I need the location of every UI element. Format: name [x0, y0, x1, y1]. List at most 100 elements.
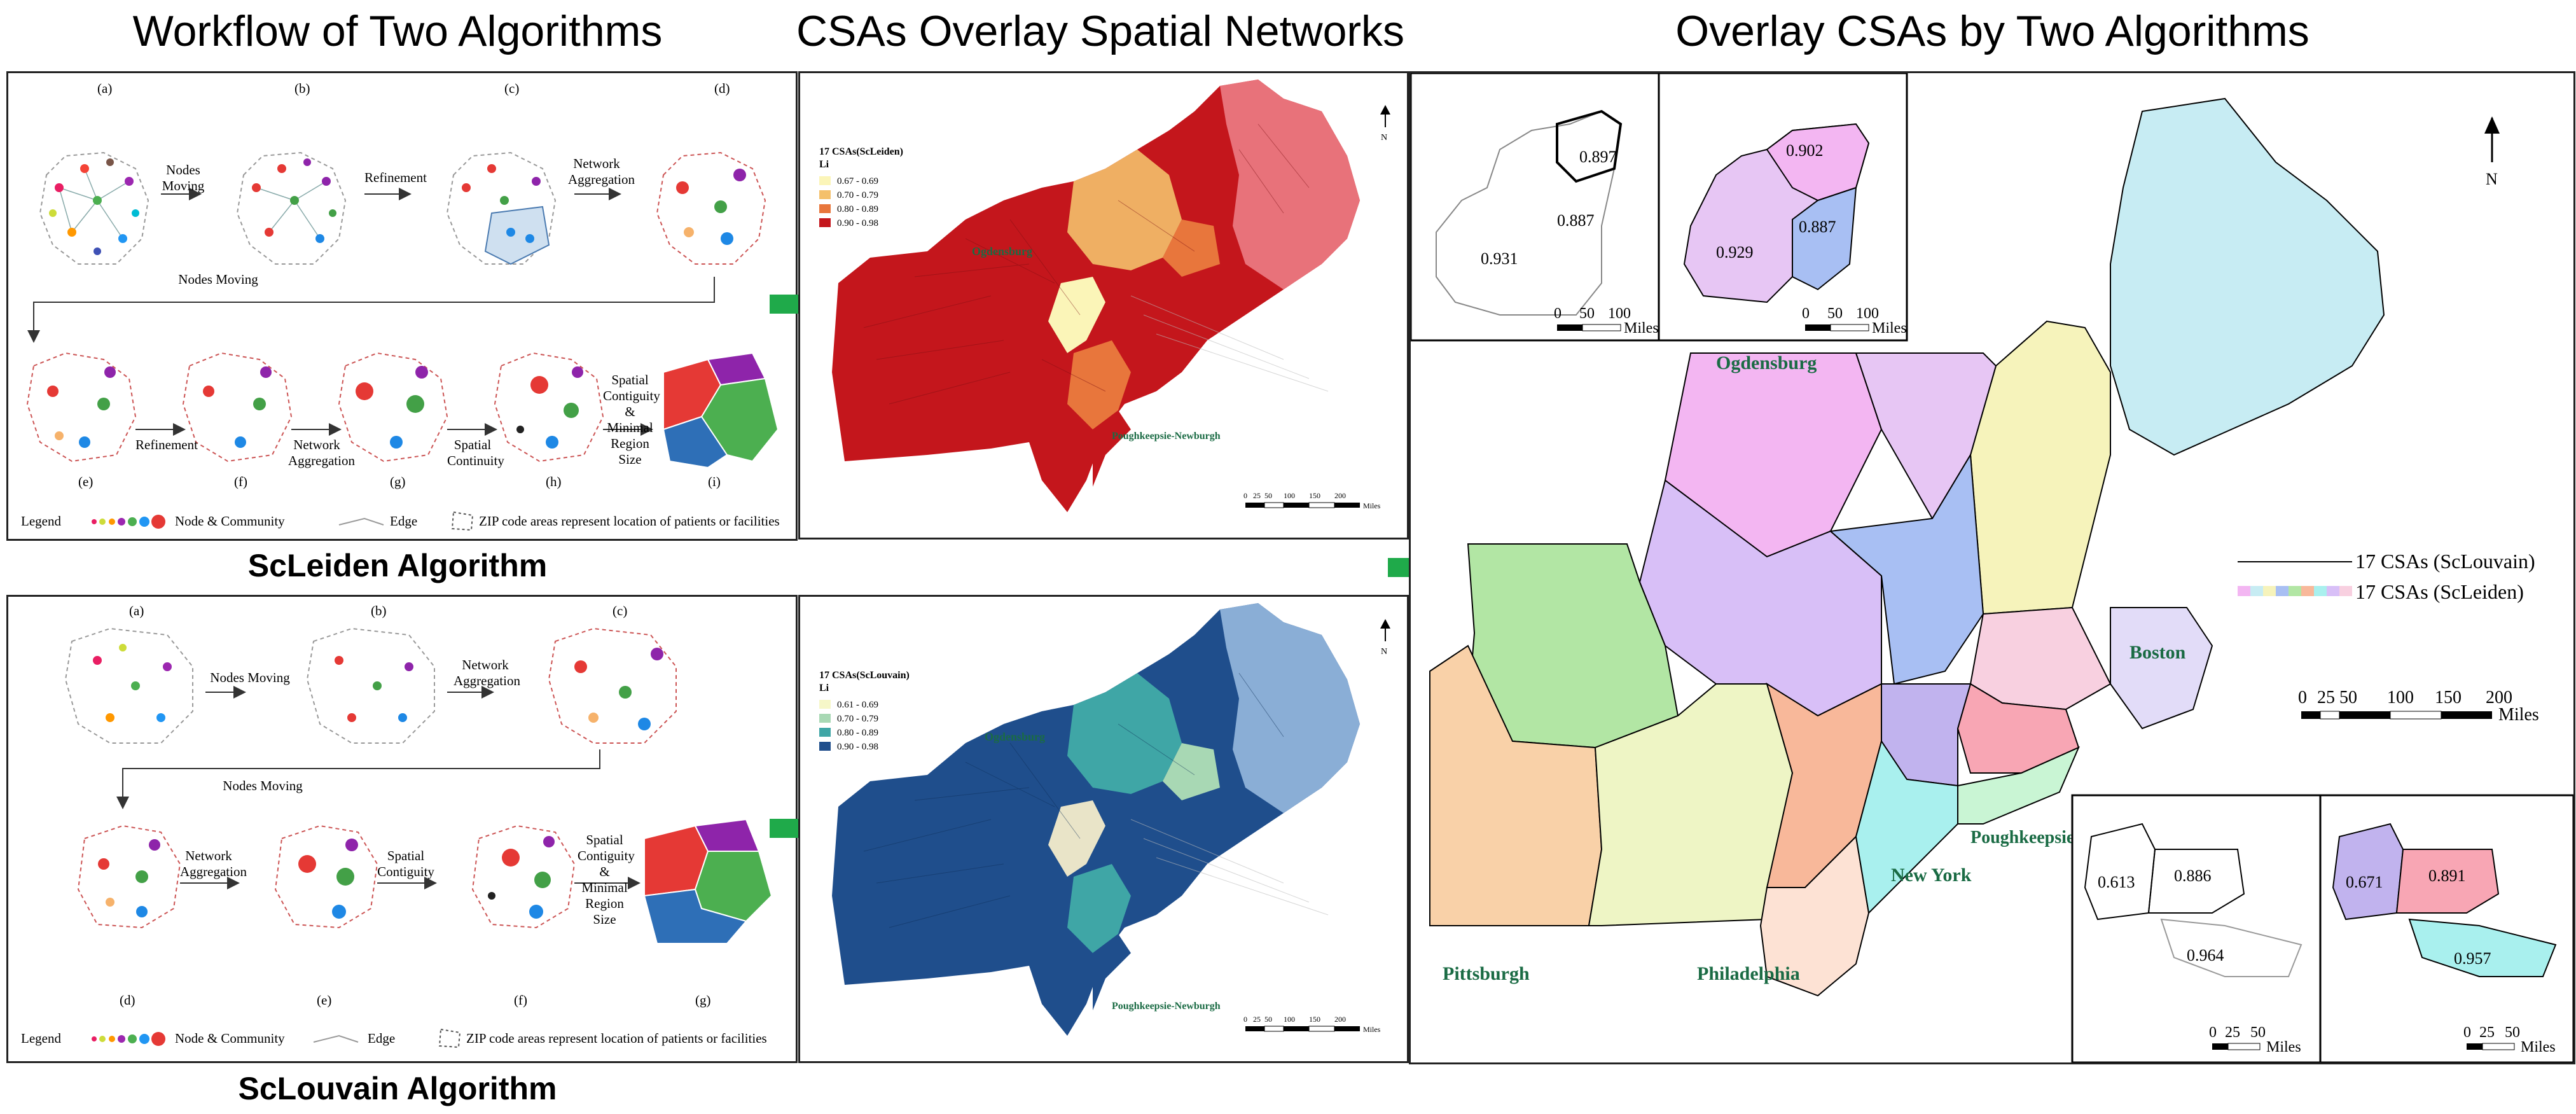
overlay-city-ogdensburg: Ogdensburg — [1716, 352, 1817, 373]
b-panel-label-a: (a) — [129, 603, 144, 618]
panel-label-f: (f) — [234, 474, 247, 489]
inset-br-left-scale-unit: Miles — [2266, 1039, 2301, 1055]
graph-b-b — [306, 627, 435, 744]
graph-c — [446, 151, 557, 265]
inset-tl-left-scale — [1557, 324, 1621, 331]
b-panel-label-e: (e) — [317, 992, 332, 1008]
inset-tl-right-scale-100: 100 — [1856, 305, 1879, 322]
leiden-scale-bar — [1245, 502, 1360, 508]
panel-label-e: (e) — [78, 474, 93, 489]
overlay-scale-unit: Miles — [2498, 705, 2539, 725]
inset-tl-right-scale — [1805, 324, 1869, 331]
leiden-class-3: 0.80 - 0.89 — [837, 204, 878, 214]
louvain-scale-100: 100 — [1284, 1015, 1295, 1024]
workflow-panel-sclouvain: (a) (b) (c) (d) (e) (f) (g) Nodes Moving… — [6, 595, 798, 1063]
louvain-scale-200: 200 — [1334, 1015, 1346, 1024]
inset-br-right-v1: 0.671 — [2346, 873, 2383, 891]
inset-tl-right-scale-0: 0 — [1802, 305, 1810, 322]
inset-tl-left-scale-50: 50 — [1579, 305, 1595, 322]
leiden-scale-25: 25 — [1253, 491, 1261, 500]
b-panel-label-b: (b) — [371, 603, 387, 618]
louvain-scale-150: 150 — [1309, 1015, 1320, 1024]
panel-label-a: (a) — [97, 81, 113, 96]
overlay-legend-fill-label: 17 CSAs (ScLeiden) — [2355, 580, 2524, 603]
step-nodes-moving-2: Nodes Moving — [178, 272, 258, 287]
louvain-class-2-swatch — [819, 714, 831, 723]
louvain-class-4: 0.90 - 0.98 — [837, 742, 878, 752]
graph-b-g-regions — [643, 818, 773, 944]
leiden-class-2: 0.70 - 0.79 — [837, 190, 878, 200]
legend-edge: Edge — [390, 513, 418, 529]
graph-d — [656, 151, 766, 265]
inset-tl-right — [1658, 73, 1908, 342]
b-step-nodes-moving-2: Nodes Moving — [223, 778, 303, 793]
workflow-title: Workflow of Two Algorithms — [132, 7, 663, 55]
inset-tl-right-scale-50: 50 — [1827, 305, 1843, 322]
overlay-legend-fill — [2238, 586, 2352, 596]
louvain-legend-sub: Li — [819, 683, 829, 693]
workflow-diagram-sclouvain — [64, 627, 773, 1048]
louvain-class-3: 0.80 - 0.89 — [837, 728, 878, 738]
inset-br-right-v3: 0.957 — [2454, 949, 2491, 968]
leiden-legend-sub: Li — [819, 159, 829, 170]
inset-br-left-v1: 0.613 — [2098, 873, 2135, 891]
inset-br-right-scale-25: 25 — [2479, 1024, 2495, 1041]
leiden-north-arrow-icon — [1380, 105, 1390, 127]
louvain-class-4-swatch — [819, 742, 831, 751]
legend-label: Legend — [21, 513, 61, 529]
overlay-scale-200: 200 — [2486, 688, 2512, 707]
overlay-scale-25: 25 — [2317, 688, 2335, 707]
b-step-spatial-contiguity-2: Spatial Contiguity & Minimal Region Size — [578, 832, 635, 927]
overlay-city-pittsburgh: Pittsburgh — [1443, 963, 1530, 984]
inset-tl-right-v3: 0.929 — [1716, 243, 1754, 261]
overlay-scale-0: 0 — [2298, 688, 2307, 707]
b-legend-edge: Edge — [368, 1031, 396, 1046]
inset-tl-right-scale-unit: Miles — [1872, 320, 1907, 337]
map-panel-scleiden: 17 CSAs(ScLeiden) Li 0.67 - 0.69 0.70 - … — [798, 71, 1409, 540]
inset-br-left-scale-50: 50 — [2250, 1024, 2266, 1041]
panel-label-i: (i) — [708, 474, 721, 489]
leiden-scale-200: 200 — [1334, 491, 1346, 500]
overlay-scale-150: 150 — [2435, 688, 2462, 707]
leiden-class-4-swatch — [819, 218, 831, 227]
inset-br-left — [2071, 794, 2322, 1062]
overlay-city-new-york: New York — [1891, 865, 1972, 886]
leiden-legend-swatches — [819, 176, 831, 227]
b-step-nodes-moving-1: Nodes Moving — [210, 670, 290, 685]
inset-br-left-v2: 0.886 — [2174, 867, 2212, 885]
legend-dots-2 — [92, 1032, 165, 1046]
leiden-scale-100: 100 — [1284, 491, 1295, 500]
workflow-panel-scleiden: (a) (b) (c) (d) (e) (f) (g) (h) (i) Node… — [6, 71, 798, 541]
leiden-scale-unit: Miles — [1363, 501, 1381, 510]
overlay-north-arrow-icon — [2484, 116, 2500, 162]
b-legend-label: Legend — [21, 1031, 61, 1046]
graph-h — [494, 352, 604, 463]
legend-zip: ZIP code areas represent location of pat… — [479, 513, 780, 529]
b-legend-zip: ZIP code areas represent location of pat… — [466, 1031, 767, 1046]
overlay-north-label: N — [2486, 170, 2498, 188]
inset-tl-left — [1411, 73, 1660, 342]
graph-b-f — [471, 825, 576, 929]
inset-tl-right-v2: 0.887 — [1799, 218, 1836, 236]
leiden-class-2-swatch — [819, 190, 831, 199]
inset-tl-left-v3: 0.931 — [1481, 249, 1518, 268]
overlay-scale-100: 100 — [2387, 688, 2414, 707]
louvain-scale-50: 50 — [1264, 1015, 1272, 1024]
step-spatial-continuity: Spatial Continuity — [447, 437, 504, 468]
panel-label-c: (c) — [504, 81, 520, 96]
louvain-legend-title: 17 CSAs(ScLouvain) — [819, 670, 910, 681]
leiden-scale-50: 50 — [1264, 491, 1272, 500]
louvain-scale-0: 0 — [1243, 1015, 1247, 1024]
leiden-legend-title: 17 CSAs(ScLeiden) — [819, 146, 903, 157]
panel-label-g: (g) — [390, 474, 406, 489]
b-panel-label-f: (f) — [514, 992, 527, 1008]
leiden-north-label: N — [1381, 133, 1387, 143]
legend-dots — [92, 515, 165, 529]
overlay-scale-50: 50 — [2339, 688, 2357, 707]
inset-tl-left-scale-unit: Miles — [1624, 320, 1659, 337]
inset-br-right-scale-unit: Miles — [2521, 1039, 2556, 1055]
louvain-city-poughkeepsie: Poughkeepsie-Newburgh — [1112, 1001, 1221, 1012]
louvain-class-1-swatch — [819, 700, 831, 709]
graph-g — [338, 352, 448, 463]
b-panel-label-g: (g) — [695, 992, 711, 1008]
